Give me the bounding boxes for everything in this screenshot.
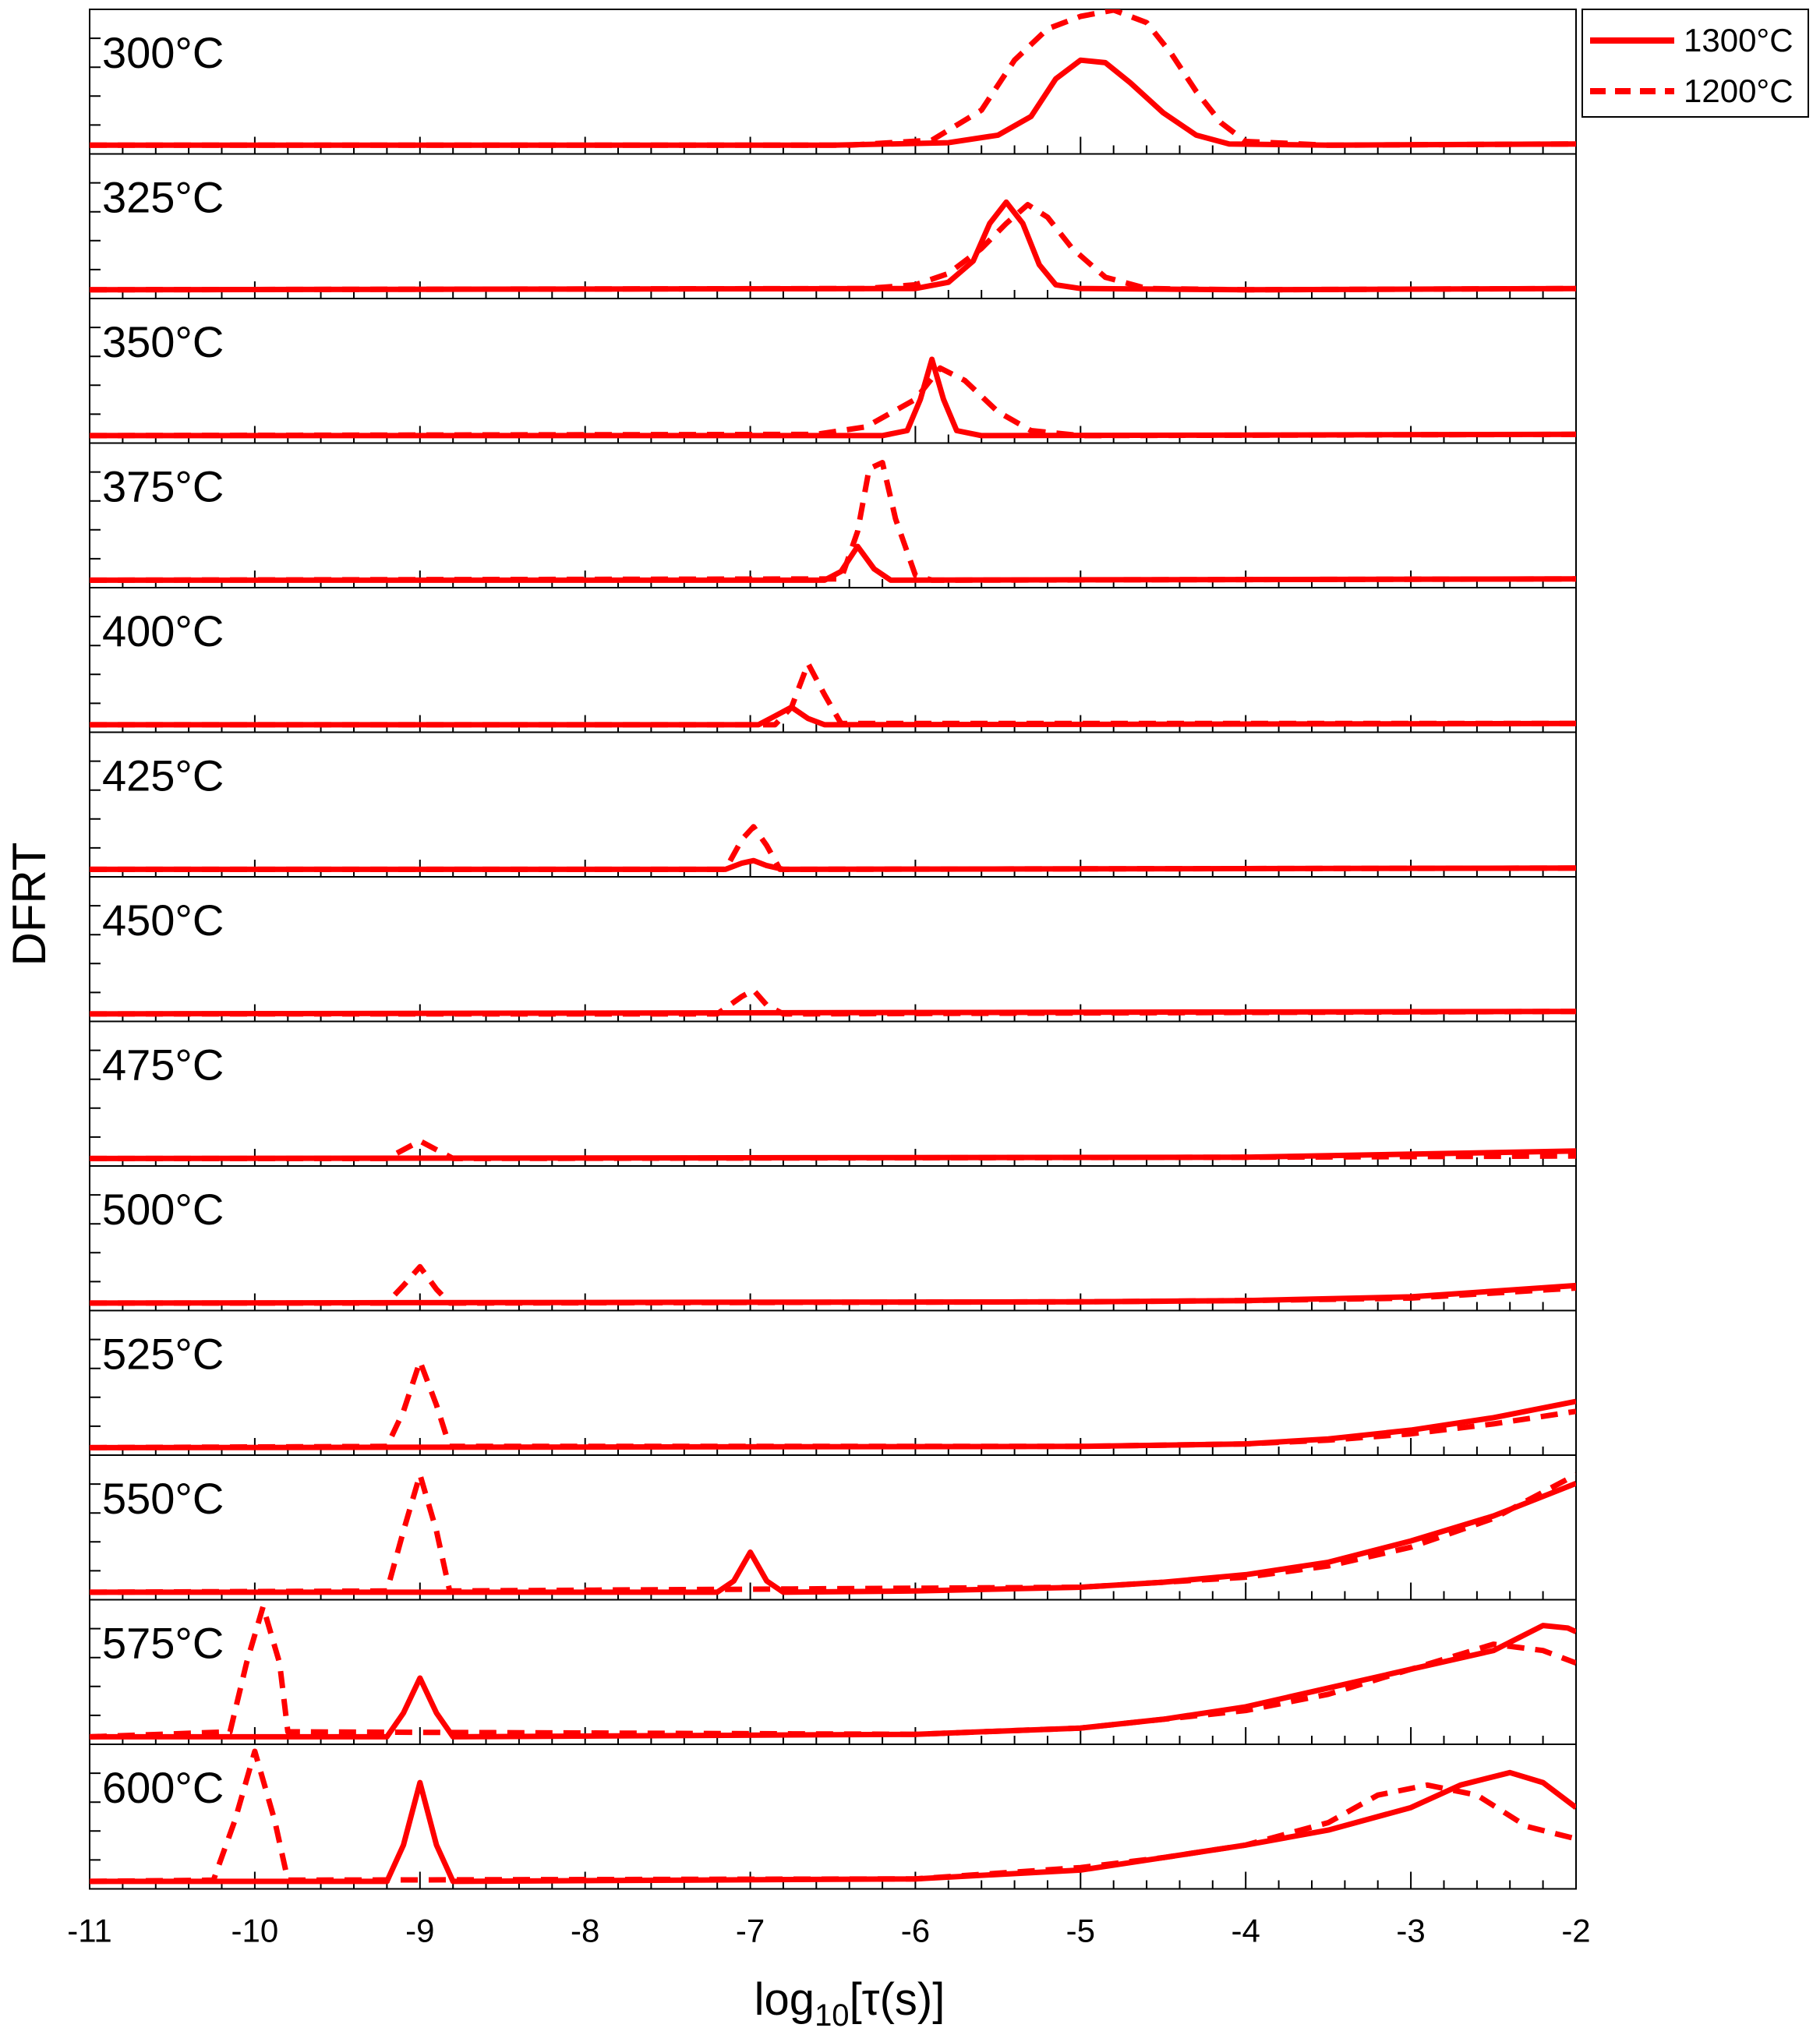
panel-label: 525°C — [102, 1330, 224, 1379]
panel-y-ticks — [90, 327, 101, 415]
series-1300-line — [90, 704, 1576, 728]
panel-label: 375°C — [102, 462, 224, 511]
series-1200-line — [90, 1138, 1576, 1161]
panel-8: 500°C — [89, 1165, 1577, 1312]
legend: 1300°C 1200°C — [1581, 9, 1809, 118]
series-1200-line — [90, 365, 1576, 439]
panel-label: 575°C — [102, 1619, 224, 1668]
panel-label: 400°C — [102, 606, 224, 655]
panel-frame — [89, 442, 1577, 588]
series-1300-line — [90, 356, 1576, 439]
panels: 300°C 325°C 350°C 375°C 400°C 425°C 450°C 475°C… — [89, 9, 1577, 1890]
series-1200-line — [90, 1263, 1576, 1306]
panel-3: 375°C — [89, 442, 1577, 588]
series-1300-line — [90, 199, 1576, 293]
x-axis-label: log10[τ(s)] — [755, 1974, 945, 2033]
series-1200-line — [90, 1748, 1576, 1885]
panel-label: 600°C — [102, 1763, 224, 1812]
panel-label: 350°C — [102, 317, 224, 366]
panel-12: 600°C — [89, 1744, 1577, 1890]
panel-10: 550°C — [89, 1454, 1577, 1601]
panel-frame — [89, 587, 1577, 733]
series-1200-line — [90, 9, 1576, 148]
panel-y-ticks — [90, 760, 101, 849]
panel-frame — [89, 9, 1577, 155]
series-1300-line — [90, 1623, 1576, 1740]
x-tick-label: -9 — [405, 1913, 434, 1949]
panel-frame — [89, 153, 1577, 299]
panel-1: 325°C — [89, 153, 1577, 299]
legend-label-1300: 1300°C — [1684, 22, 1793, 58]
series-1200-line — [90, 987, 1576, 1017]
panel-y-ticks — [90, 1194, 101, 1283]
x-axis-label-base: log — [755, 1974, 815, 2025]
panel-label: 325°C — [102, 173, 224, 222]
panel-label: 450°C — [102, 896, 224, 945]
panel-y-ticks — [90, 1483, 101, 1572]
panel-y-ticks — [90, 1338, 101, 1427]
x-tick-label: -3 — [1396, 1913, 1425, 1949]
x-tick-label: -8 — [571, 1913, 599, 1949]
panel-frame — [89, 1020, 1577, 1167]
panel-frame — [89, 1165, 1577, 1312]
x-tick-label: -2 — [1561, 1913, 1590, 1949]
panel-9: 525°C — [89, 1309, 1577, 1456]
panel-frame — [89, 731, 1577, 878]
series-1300-line — [90, 57, 1576, 148]
series-1200-line — [90, 824, 1576, 872]
panel-label: 500°C — [102, 1185, 224, 1234]
legend-box — [1581, 9, 1809, 118]
x-tick-label: -5 — [1066, 1913, 1095, 1949]
panel-5: 425°C — [89, 731, 1577, 878]
panel-label: 425°C — [102, 751, 224, 800]
panel-label: 550°C — [102, 1474, 224, 1523]
x-tick-label: -7 — [736, 1913, 765, 1949]
panel-label: 300°C — [102, 28, 224, 77]
panel-y-ticks — [90, 616, 101, 705]
panel-frame — [89, 1744, 1577, 1890]
panel-y-ticks — [90, 182, 101, 270]
panel-y-ticks — [90, 905, 101, 994]
panel-y-ticks — [90, 471, 101, 560]
series-1200-line — [90, 660, 1576, 728]
panel-7: 475°C — [89, 1020, 1577, 1167]
x-tick-label: -6 — [901, 1913, 930, 1949]
panel-y-ticks — [90, 1627, 101, 1716]
series-1200-line — [90, 460, 1576, 583]
series-1200-line — [90, 1358, 1576, 1450]
panel-label: 475°C — [102, 1040, 224, 1090]
panel-6: 450°C — [89, 876, 1577, 1023]
series-1300-line — [90, 543, 1576, 583]
series-1200-line — [90, 1471, 1576, 1595]
panel-2: 350°C — [89, 298, 1577, 444]
series-1300-line — [90, 1769, 1576, 1885]
series-1200-line — [90, 202, 1576, 293]
series-1200-line — [90, 1604, 1576, 1740]
panel-frame — [89, 298, 1577, 444]
series-1300-line — [90, 1481, 1576, 1595]
panel-frame — [89, 1599, 1577, 1745]
panel-y-ticks — [90, 37, 101, 126]
x-axis: -11 -10 -9 -8 -7 -6 -5 -4 -3 -2 — [67, 1913, 1590, 1949]
panel-frame — [89, 1309, 1577, 1456]
panel-11: 575°C — [89, 1599, 1577, 1745]
panel-y-ticks — [90, 1049, 101, 1138]
panel-frame — [89, 1454, 1577, 1601]
legend-label-1200: 1200°C — [1684, 72, 1793, 109]
x-axis-label-rest: [τ(s)] — [850, 1974, 945, 2025]
x-axis-label-subscript: 10 — [815, 1998, 850, 2033]
panel-frame — [89, 876, 1577, 1023]
x-tick-label: -4 — [1232, 1913, 1260, 1949]
x-tick-label: -10 — [231, 1913, 279, 1949]
panel-0: 300°C — [89, 9, 1577, 155]
y-axis-label: DFRT — [3, 843, 55, 966]
x-tick-label: -11 — [67, 1913, 112, 1949]
panel-y-ticks — [90, 1772, 101, 1861]
panel-4: 400°C — [89, 587, 1577, 733]
